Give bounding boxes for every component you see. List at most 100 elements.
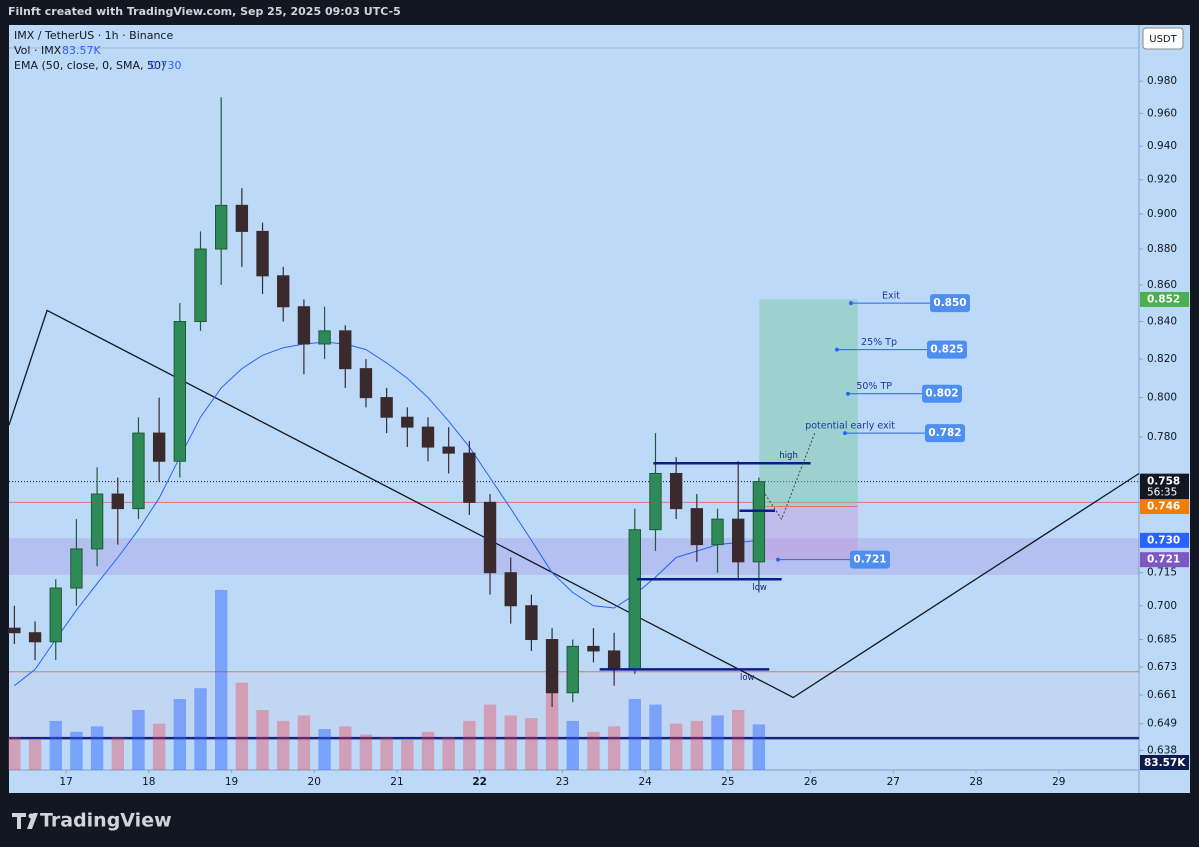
y-tick-label: 0.820 — [1147, 353, 1177, 365]
candle-body — [628, 529, 641, 670]
candle-body — [90, 493, 104, 550]
candle-body — [380, 397, 393, 418]
volume-bar — [442, 737, 455, 770]
annotation-value: 0.850 — [933, 297, 966, 309]
annotation-box — [925, 424, 965, 443]
volume-bar — [463, 720, 476, 770]
candle-body — [752, 481, 766, 563]
y-tick-label: 0.960 — [1147, 107, 1177, 119]
annotation-value: 0.802 — [925, 388, 958, 400]
price-tag — [1140, 473, 1189, 500]
candle-body — [442, 446, 455, 454]
candle-body — [566, 645, 579, 694]
candle-body — [70, 548, 83, 589]
annotation-value: 0.782 — [928, 427, 961, 439]
x-tick-label: 17 — [59, 776, 72, 788]
volume-tag-label: 83.57K — [1144, 757, 1186, 769]
y-tick-label: 0.661 — [1147, 689, 1177, 701]
ema-legend: EMA (50, close, 0, SMA, 50) — [14, 59, 165, 72]
candle-body — [504, 572, 517, 607]
candle-body — [587, 645, 600, 652]
volume-bar — [256, 710, 269, 770]
volume-bar — [8, 737, 21, 770]
plot: high low low Exit 0.850 25% Tp 0.825 50% TP 0.80… — [8, 80, 1143, 773]
candle-body — [359, 368, 373, 399]
x-tick-label: 24 — [638, 776, 652, 788]
countdown: 56:35 — [1147, 487, 1177, 499]
currency-button[interactable] — [1142, 27, 1184, 50]
candle-body — [690, 508, 704, 546]
candle-body — [214, 204, 228, 250]
volume-bar — [28, 740, 42, 770]
y-tick-label: 0.900 — [1147, 208, 1177, 220]
price-tag — [1140, 499, 1189, 515]
symbol-title: IMX / TetherUS · 1h · Binance — [14, 29, 173, 42]
annotation-box — [922, 384, 962, 403]
annotation-value: 0.825 — [930, 344, 963, 356]
candle-body — [297, 306, 311, 345]
candle-body — [277, 275, 290, 308]
y-tick-label: 0.715 — [1147, 567, 1177, 579]
volume-legend: Vol · IMX — [14, 44, 62, 57]
volume-bar — [566, 720, 579, 770]
x-tick-label: 23 — [556, 776, 569, 788]
y-tick-label: 0.800 — [1147, 392, 1177, 404]
annotation-dot — [846, 391, 850, 396]
y-tick-label: 0.840 — [1147, 316, 1177, 328]
candle-body — [28, 632, 42, 643]
price-tag-label: 0.746 — [1147, 501, 1180, 513]
target-zone — [759, 299, 858, 507]
volume-bar — [339, 726, 352, 770]
volume-bar — [49, 720, 62, 770]
volume-bar — [752, 724, 766, 770]
volume-bar — [525, 718, 538, 770]
candle-body — [152, 432, 166, 462]
volume-bar — [132, 710, 145, 770]
volume-bar — [732, 710, 745, 770]
annotation-box — [927, 340, 967, 359]
x-tick-label: 20 — [308, 776, 321, 788]
currency[interactable]: USDT — [1149, 34, 1177, 45]
volume-legend-value: 83.57K — [62, 44, 101, 57]
annotation-box — [930, 294, 970, 313]
candle-body — [545, 639, 559, 694]
price-tag — [1140, 291, 1189, 307]
y-tick-label: 0.780 — [1147, 431, 1177, 443]
price-tag-label: 0.730 — [1147, 534, 1180, 546]
price-tag-label: 0.852 — [1147, 293, 1180, 305]
annotation-dot — [843, 431, 847, 436]
time-axis — [9, 770, 1139, 793]
x-tick-label: 29 — [1052, 776, 1065, 788]
y-tick-label: 0.860 — [1147, 279, 1177, 291]
brand-logo — [12, 813, 38, 829]
annotation-box — [850, 550, 890, 569]
price-tag-label: 0.721 — [1147, 554, 1180, 566]
projection-arrow — [764, 432, 816, 521]
y-tick-label: 0.673 — [1147, 661, 1177, 673]
volume-bar — [318, 729, 331, 770]
y-tick-label: 0.880 — [1147, 243, 1177, 255]
y-tick-label: 0.638 — [1147, 744, 1177, 756]
y-tick-label: 0.700 — [1147, 600, 1177, 612]
volume-bar — [194, 688, 207, 770]
volume-bar — [152, 723, 166, 770]
candle-body — [111, 493, 124, 510]
x-tick-label: 28 — [969, 776, 982, 788]
volume-bar — [359, 734, 373, 770]
annotation-text: 25% Tp — [861, 337, 897, 348]
y-tick-label: 0.920 — [1147, 174, 1177, 186]
candle-body — [173, 321, 187, 462]
candle-body — [132, 432, 145, 510]
candle-body — [483, 501, 497, 574]
volume-bar — [587, 731, 600, 770]
candle-body — [8, 627, 21, 634]
candle-body — [235, 204, 249, 232]
x-tick-label: 22 — [472, 776, 487, 788]
logo-dot — [28, 813, 34, 819]
volume-bar — [380, 737, 393, 770]
candle-body — [732, 518, 745, 563]
x-tick-label: 19 — [225, 776, 238, 788]
annotation-text: Exit — [882, 291, 900, 302]
candle-body — [607, 650, 621, 670]
